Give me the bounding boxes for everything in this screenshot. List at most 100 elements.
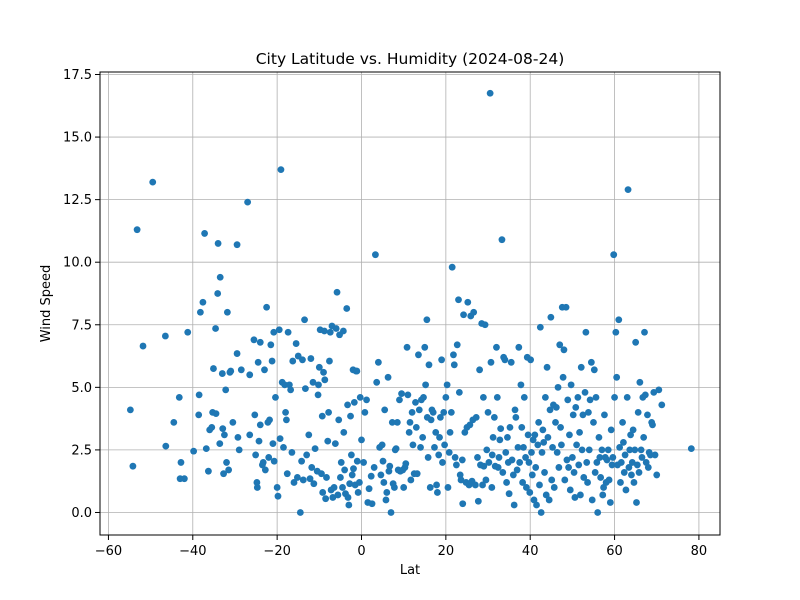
data-point [458,456,466,464]
data-point [541,393,549,401]
data-point [637,446,645,454]
data-point [687,445,695,453]
data-point [493,343,500,351]
data-point [488,484,496,491]
data-point [485,459,493,466]
x-tick-label: 80 [691,544,708,559]
data-point [527,356,535,364]
data-point [565,464,572,471]
data-point [559,373,567,381]
data-point [450,351,457,359]
data-point [608,461,616,469]
data-point [234,433,242,441]
data-point [319,489,327,496]
data-point [170,418,178,426]
data-point [290,479,298,486]
data-point [552,403,560,411]
data-point [268,357,276,365]
data-point [633,499,640,506]
data-point [348,471,356,479]
data-point [382,496,390,504]
data-point [620,469,628,476]
data-point [617,459,625,466]
data-point [591,469,599,476]
data-point [537,509,545,516]
data-point [502,449,510,456]
data-point [339,484,346,491]
data-point [496,436,504,444]
x-axis-ticks: −60 −40 −20 0 20 40 60 80 [95,535,707,559]
data-point [223,459,230,466]
data-point [513,466,521,474]
data-point [341,466,349,474]
data-point [381,406,389,414]
data-point [214,290,222,297]
data-point [453,341,461,349]
data-point [415,351,422,359]
data-point [503,479,510,486]
data-point [195,391,203,399]
data-point [180,475,188,483]
data-point [307,355,315,362]
data-point [495,454,503,461]
data-point [220,470,227,478]
data-point [582,328,590,336]
data-point [325,408,332,416]
data-point [585,446,593,454]
data-point [581,388,589,396]
x-tick-label: −20 [263,544,290,559]
data-point [570,469,578,476]
data-point [337,474,344,481]
data-point [560,346,568,354]
data-point [339,327,347,335]
data-point [251,411,259,419]
data-point [541,469,548,476]
data-point [547,313,555,321]
data-point [601,411,608,419]
data-point [626,446,634,454]
data-point [282,408,289,416]
data-point [254,358,262,366]
data-point [432,428,440,436]
data-point [233,350,241,357]
data-point [510,501,518,509]
data-point [288,449,296,456]
data-point [464,298,472,306]
data-point [497,425,505,433]
data-point [315,363,323,371]
data-point [445,449,453,456]
data-point [244,198,252,206]
data-point [443,381,451,389]
data-point [617,479,624,486]
data-point [484,408,492,416]
data-point [275,326,283,334]
data-point [340,428,348,436]
data-point [246,371,254,379]
data-point [256,421,264,429]
data-point [609,454,617,461]
data-point [379,457,387,465]
data-point [405,428,413,436]
data-point [533,501,540,509]
data-point [214,240,222,247]
chart-title: City Latitude vs. Humidity (2024-08-24) [256,50,565,68]
data-point [284,328,292,336]
data-point [470,308,478,316]
data-point [356,393,364,401]
y-tick-label: 5.0 [71,381,92,396]
data-point [422,381,430,389]
data-point [576,491,584,499]
data-point [577,363,585,371]
data-point [303,451,311,459]
y-axis-label: Wind Speed [39,265,54,343]
data-point [629,426,637,434]
data-point [598,446,606,454]
data-point [283,470,291,478]
data-point [216,440,224,448]
data-point [370,464,378,471]
data-point [575,461,583,469]
data-point [270,328,278,336]
y-axis-ticks: 0.0 2.5 5.0 7.5 10.0 12.5 15.0 17.5 [63,68,100,521]
data-point [299,476,307,484]
